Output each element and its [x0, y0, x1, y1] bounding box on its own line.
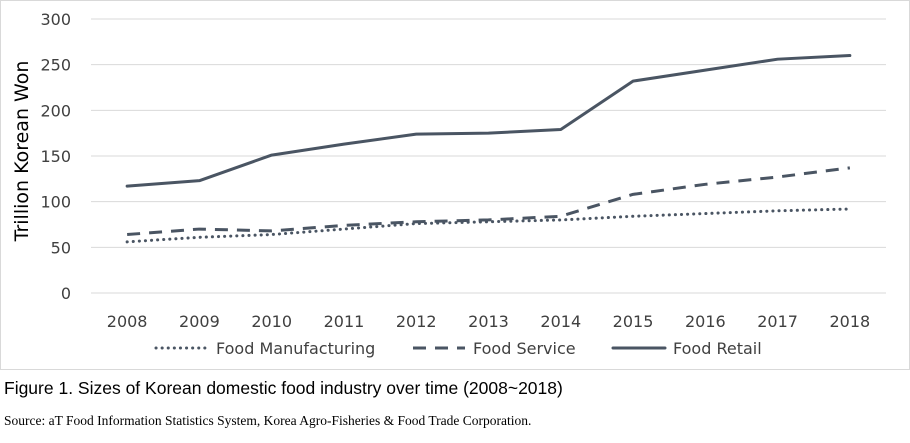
- x-tick-label: 2013: [468, 312, 509, 331]
- series-line: [125, 207, 852, 244]
- series-food-service: [127, 166, 851, 237]
- y-tick-label: 300: [40, 10, 71, 29]
- x-tick-label: 2017: [757, 312, 798, 331]
- x-tick-label: 2016: [685, 312, 726, 331]
- gridlines: [91, 18, 886, 294]
- y-axis-ticks: 0 50 100 150 200 250 300: [40, 10, 71, 303]
- figure-caption: Figure 1. Sizes of Korean domestic food …: [4, 378, 563, 398]
- series-food-manufacturing: [125, 207, 852, 244]
- series-lines: [125, 54, 852, 244]
- x-tick-label: 2010: [251, 312, 292, 331]
- y-axis-title: Trillion Korean Won: [11, 61, 33, 243]
- x-tick-label: 2018: [830, 312, 871, 331]
- legend-item: Food Manufacturing: [154, 339, 375, 358]
- x-tick-label: 2015: [613, 312, 654, 331]
- x-tick-label: 2014: [540, 312, 581, 331]
- y-tick-label: 100: [40, 193, 71, 212]
- y-tick-label: 250: [40, 56, 71, 75]
- chart-frame: 0 50 100 150 200 250 300 2008 2009 2010 2011 2012 2…: [0, 0, 910, 370]
- legend-label: Food Manufacturing: [216, 339, 375, 358]
- x-tick-label: 2012: [396, 312, 437, 331]
- legend-item: Food Service: [413, 339, 576, 358]
- series-line: [125, 54, 852, 188]
- x-tick-label: 2009: [179, 312, 220, 331]
- source-note: Source: aT Food Information Statistics S…: [4, 413, 532, 428]
- legend-label: Food Service: [473, 339, 576, 358]
- y-tick-label: 200: [40, 101, 71, 120]
- legend-label: Food Retail: [673, 339, 762, 358]
- x-tick-label: 2008: [107, 312, 148, 331]
- x-axis-ticks: 2008 2009 2010 2011 2012 2013 2014 2015 2016 2017…: [107, 312, 870, 331]
- y-tick-label: 150: [40, 147, 71, 166]
- y-tick-label: 0: [61, 284, 71, 303]
- series-food-retail: [125, 54, 852, 188]
- legend: Food Manufacturing Food Service Food Retai…: [154, 339, 762, 358]
- y-tick-label: 50: [51, 238, 71, 257]
- x-tick-label: 2011: [324, 312, 365, 331]
- legend-item: Food Retail: [611, 339, 762, 358]
